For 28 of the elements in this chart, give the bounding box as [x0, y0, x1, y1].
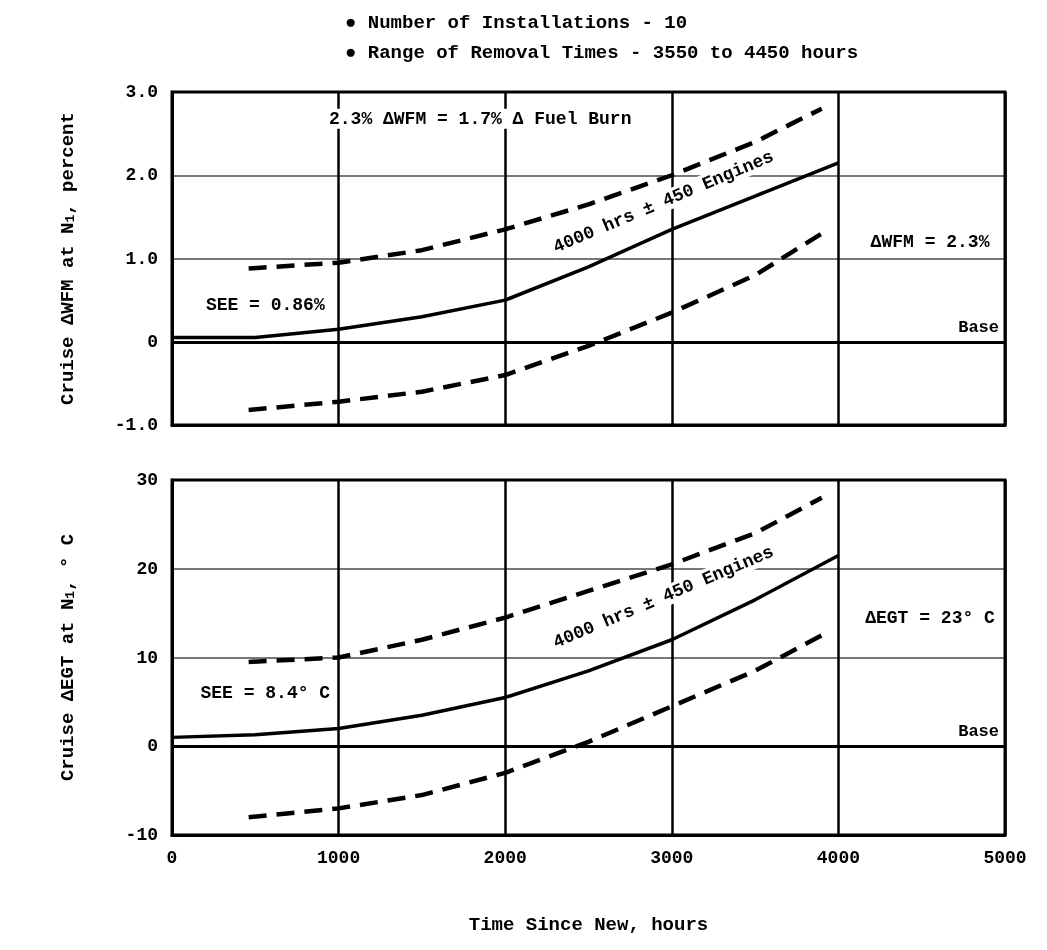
- x-tick-label: 1000: [316, 848, 361, 868]
- y-tick-label: -10: [125, 825, 158, 845]
- annotation: SEE = 8.4° C: [200, 683, 331, 703]
- x-axis-title: Time Since New, hours: [468, 913, 709, 936]
- y-tick-label: -1.0: [114, 415, 158, 435]
- y-tick-label: 1.0: [125, 248, 158, 269]
- y-tick-label: 0: [147, 331, 158, 352]
- chart-subtitle: ● Range of Removal Times - 3550 to 4450 hours: [345, 41, 859, 64]
- chart-title: ● Number of Installations - 10: [345, 11, 688, 34]
- annotation: 2.3% ΔWFM = 1.7% Δ Fuel Burn: [328, 108, 632, 129]
- y-tick-label: 3.0: [125, 82, 158, 102]
- y-tick-label: 20: [136, 558, 158, 579]
- y-tick-label: 0: [147, 736, 158, 757]
- y-tick-label: 10: [136, 647, 158, 668]
- x-tick-label: 2000: [483, 848, 527, 868]
- x-tick-label: 4000: [816, 848, 861, 868]
- ref-line-label: Base: [958, 722, 999, 742]
- y-axis-title: Cruise ΔWFM at N1, percent: [56, 112, 79, 405]
- x-tick-label: 5000: [983, 848, 1027, 868]
- ref-line-label: Base: [958, 317, 999, 337]
- x-tick-label: 0: [166, 848, 178, 868]
- annotation: ΔEGT = 23° C: [865, 608, 996, 629]
- annotation: ΔWFM = 2.3%: [870, 231, 990, 252]
- y-axis-title: Cruise ΔEGT at N1, ° C: [56, 533, 79, 782]
- y-tick-label: 2.0: [125, 165, 158, 186]
- y-tick-label: 30: [136, 470, 158, 490]
- x-tick-label: 3000: [650, 848, 694, 868]
- annotation: SEE = 0.86%: [205, 295, 325, 316]
